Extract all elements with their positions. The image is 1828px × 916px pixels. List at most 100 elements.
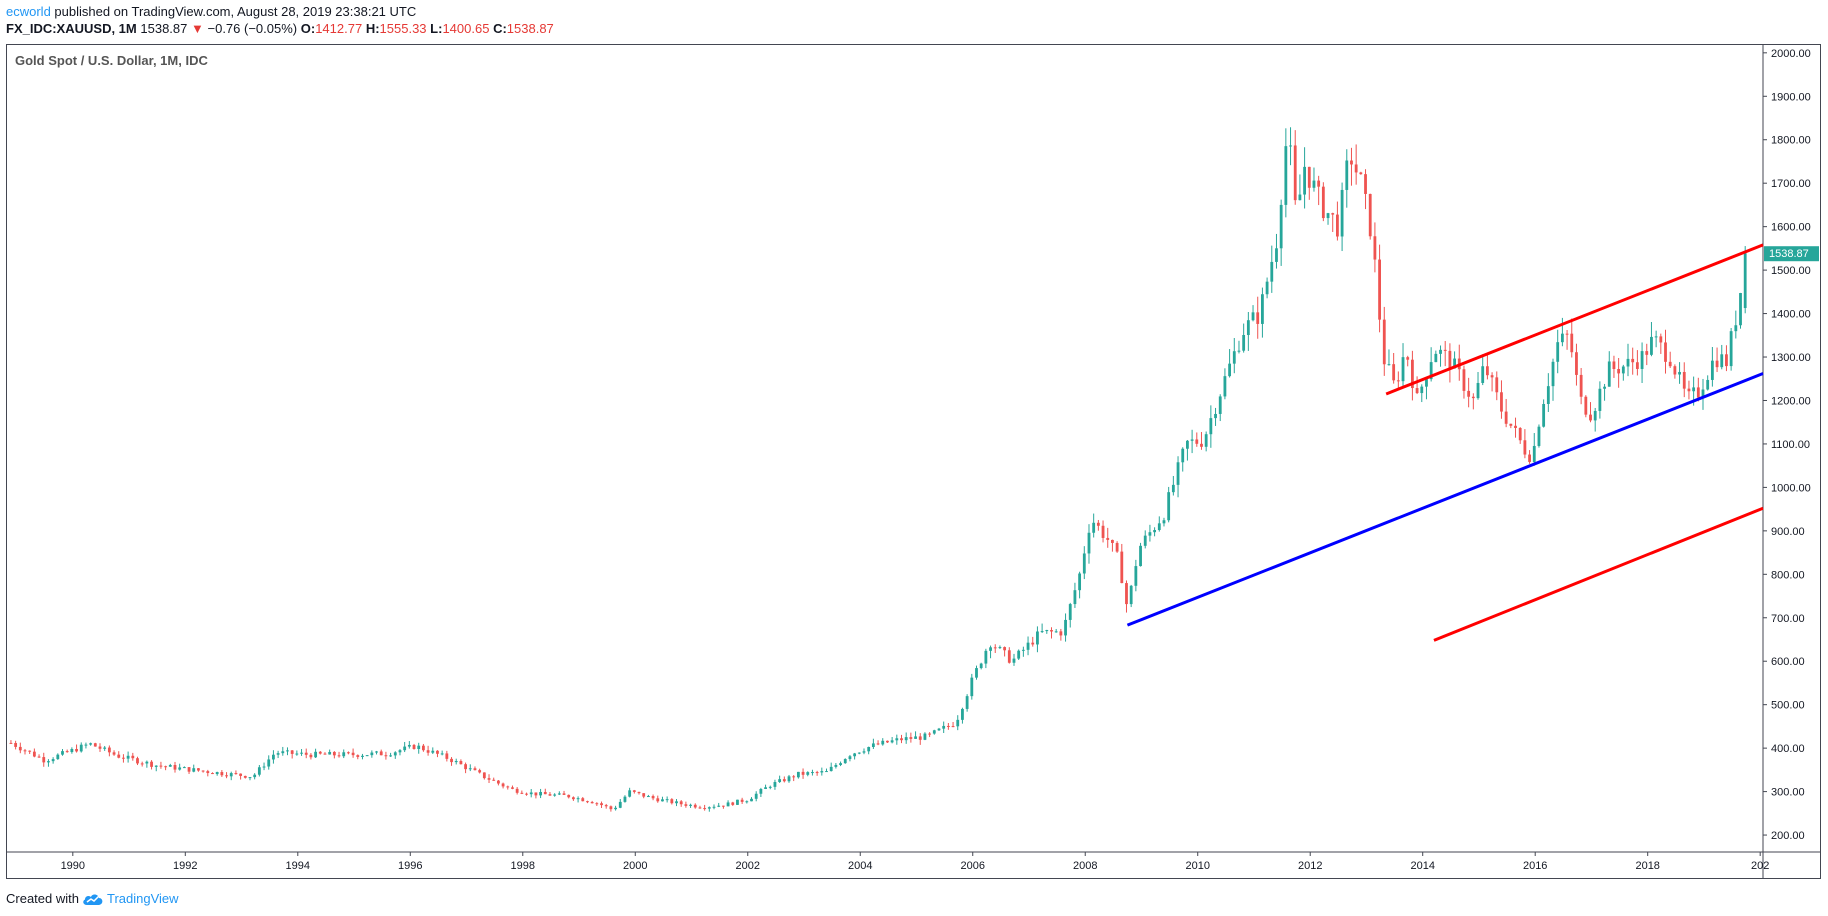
time-tick-label: 2004 [848,860,872,872]
candle-body [665,799,669,801]
candle-body [361,755,364,757]
time-tick-label: 2006 [961,860,985,872]
candle-body [1167,492,1171,521]
candle-body [173,764,177,770]
candle-body [1560,333,1564,343]
candle-body [375,751,378,753]
candle-body [300,752,303,754]
candle-body [1200,443,1203,447]
candle-body [684,804,688,806]
candle-body [14,742,18,747]
price-tick-label: 600.00 [1771,656,1805,668]
candle-body [998,647,1002,649]
candle-body [1331,213,1335,215]
candle-body [703,808,707,810]
candle-body [1003,647,1007,651]
candle-body [1504,411,1508,424]
time-tick-label: 2000 [623,860,647,872]
candle-body [890,740,894,743]
candle-body [1556,342,1560,362]
candle-body [482,772,486,779]
time-tick-label: 2010 [1185,860,1209,872]
low-label: L: [430,21,443,36]
ohlc-line: FX_IDC:XAUUSD, 1M 1538.87 ▼ −0.76 (−0.05… [6,21,554,36]
tradingview-link[interactable]: TradingView [106,891,179,906]
candle-body [539,791,542,796]
candle-body [1312,180,1316,188]
candle-body [642,793,646,797]
candle-body [1017,650,1021,659]
candle-body [932,730,936,734]
tradingview-cloud-icon[interactable] [82,892,104,906]
candle-body [628,790,632,797]
chart-title: Gold Spot / U.S. Dollar, 1M, IDC [15,53,208,68]
candle-body [1495,377,1499,393]
candle-body [693,804,697,808]
price-tick-label: 300.00 [1771,787,1805,799]
candle-body [243,775,247,778]
candle-body [1612,361,1616,370]
candle-body [1298,194,1302,201]
candle-body [1532,445,1536,462]
candle-body [84,744,88,746]
candle-body [178,767,182,770]
open-label: O: [300,21,316,36]
candle-body [431,750,435,753]
candle-body [393,752,397,756]
candle-body [1490,375,1494,378]
candle-body [1261,294,1264,324]
candle-body [197,768,200,771]
candle-body [829,766,833,772]
candle-body [637,791,641,794]
candle-body [1635,362,1639,369]
candle-body [1645,351,1649,355]
candle-body [1186,440,1189,449]
candle-body [975,668,978,678]
candle-body [604,805,608,807]
candle-body [1617,369,1621,374]
candle-body [379,751,383,756]
candle-body [145,761,149,764]
candle-body [365,755,369,757]
price-tick-label: 200.00 [1771,830,1805,842]
candle-body [1448,350,1452,369]
candle-body [876,743,880,745]
candle-body [1059,631,1063,636]
candle-body [956,719,960,727]
candle-body [900,738,903,741]
candle-body [871,743,875,747]
candle-body [515,788,519,793]
candle-body [332,751,336,756]
candle-body [1139,545,1142,567]
candle-body [834,764,838,767]
candle-body [1082,553,1086,574]
candle-body [1181,448,1185,463]
candle-body [257,767,261,775]
candle-body [370,752,374,756]
candle-body [1415,388,1419,394]
candle-body [553,794,557,796]
candle-body [815,772,819,774]
candle-body [1284,146,1288,205]
candle-body [1368,193,1372,237]
candle-body [571,797,575,800]
candle-body [1218,396,1222,414]
candle-body [51,759,55,762]
price-tick-label: 1300.00 [1771,352,1811,364]
candle-body [895,738,899,741]
time-tick-label: 1998 [511,860,535,872]
candle-body [1598,388,1602,411]
candle-body [923,733,927,740]
low-value: 1400.65 [442,21,490,36]
price-tick-label: 1400.00 [1771,309,1811,321]
author-link[interactable]: ecworld [6,4,51,19]
candle-body [159,765,163,767]
price-change: −0.76 (−0.05%) [207,21,298,36]
candle-body [1096,522,1100,526]
candle-body [1359,172,1363,175]
candle-body [675,801,678,804]
candle-body [1382,319,1386,365]
candle-body [1073,590,1077,605]
candle-body [543,791,547,795]
